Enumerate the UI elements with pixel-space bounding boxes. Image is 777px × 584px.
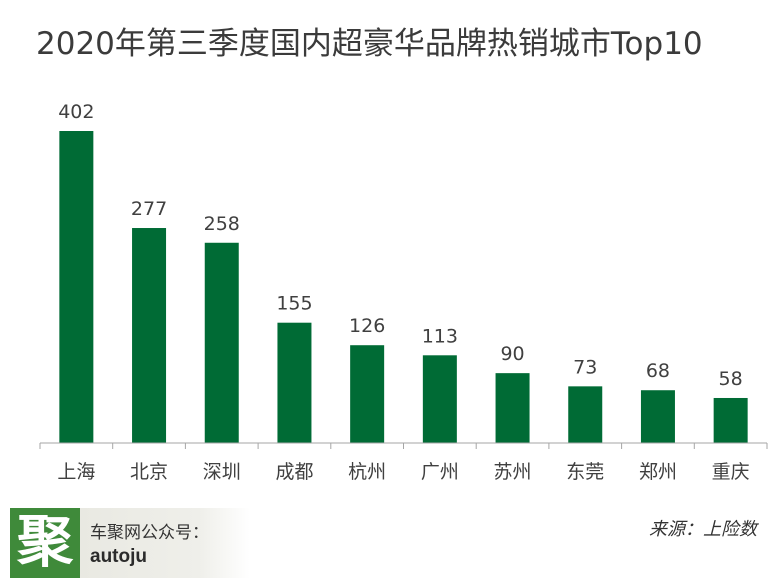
bar-成都 <box>277 322 312 443</box>
value-label: 73 <box>573 356 597 378</box>
x-axis-ticks <box>39 443 768 449</box>
brand-id: autoju <box>90 546 147 567</box>
value-label: 402 <box>58 101 94 123</box>
bar-郑州 <box>640 390 675 443</box>
bar-北京 <box>132 228 167 443</box>
bar-重庆 <box>713 397 748 443</box>
category-label: 成都 <box>275 461 313 483</box>
bar-广州 <box>422 355 457 443</box>
footer: 聚 车聚网公众号： autoju 来源：上险数 <box>0 503 777 584</box>
value-label: 58 <box>719 368 743 390</box>
bar-上海 <box>59 131 94 443</box>
category-label: 东莞 <box>566 461 604 483</box>
category-label: 苏州 <box>494 461 532 483</box>
value-labels: 402 277 258 155 126 113 90 73 68 58 <box>58 101 743 390</box>
value-label: 90 <box>500 343 524 365</box>
category-label: 北京 <box>130 461 168 483</box>
value-label: 126 <box>349 315 385 337</box>
category-label: 广州 <box>421 461 459 483</box>
brand-panel: 车聚网公众号： autoju <box>80 508 250 578</box>
bar-苏州 <box>495 373 530 443</box>
bar-东莞 <box>568 386 603 443</box>
bar-杭州 <box>350 345 385 443</box>
source-note: 来源：上险数 <box>649 519 757 540</box>
category-label: 重庆 <box>712 461 750 483</box>
brand-label: 车聚网公众号： <box>90 523 209 543</box>
logo: 聚 <box>10 508 80 578</box>
chart-title: 2020年第三季度国内超豪华品牌热销城市Top10 <box>36 26 703 62</box>
value-label: 155 <box>276 293 312 315</box>
value-label: 113 <box>422 325 458 347</box>
category-label: 杭州 <box>348 461 386 483</box>
bar-深圳 <box>204 242 239 443</box>
category-label: 深圳 <box>203 461 241 483</box>
value-label: 258 <box>204 213 240 235</box>
category-labels: 上海 北京 深圳 成都 杭州 广州 苏州 东莞 郑州 重庆 <box>57 461 749 483</box>
bar-chart: 402 277 258 155 126 113 90 73 68 58 上海 北京 深圳 成都 杭州 广州 苏… <box>39 101 768 483</box>
category-label: 郑州 <box>639 461 677 483</box>
value-label: 277 <box>131 198 167 220</box>
value-label: 68 <box>646 360 670 382</box>
category-label: 上海 <box>57 461 95 483</box>
bars-group <box>59 131 748 443</box>
